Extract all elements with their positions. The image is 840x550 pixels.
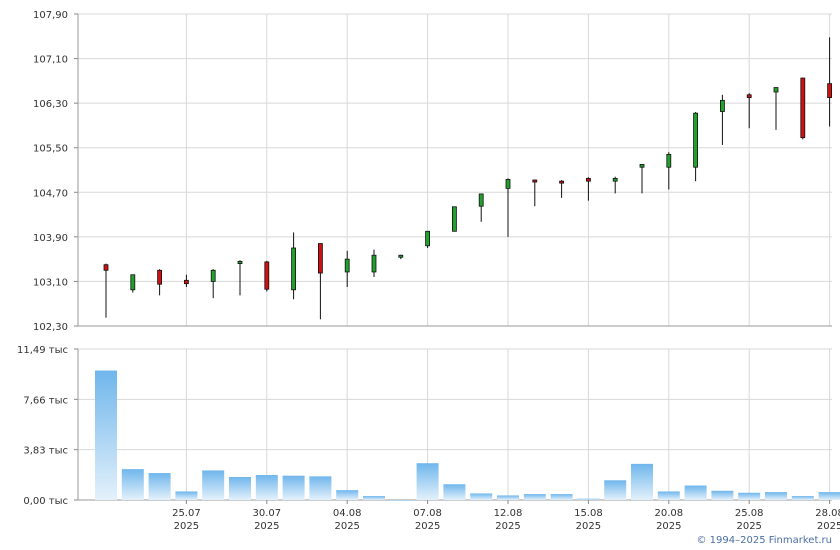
volume-bar [202,470,225,500]
x-tick-label: 20.08 [654,508,683,519]
x-axis: 25.07 2025 30.07 2025 04.08 2025 07.08 2025 12.0… [172,500,840,532]
x-tick-year: 2025 [254,521,279,532]
x-tick-label: 28.08 [815,508,840,519]
candle-body-up [291,247,297,291]
candle-body-up [425,230,431,247]
volume-bar [416,463,439,500]
volume-tick-label: 11,49 тыс [17,345,68,356]
x-tick-year: 2025 [656,521,681,532]
price-tick-label: 105,50 [33,144,68,155]
volume-bar [818,492,840,500]
volume-bar [791,496,814,500]
price-tick-label: 107,90 [33,10,68,21]
x-tick-year: 2025 [576,521,601,532]
volume-bar [631,463,653,500]
x-tick-year: 2025 [817,521,840,532]
x-tick-year: 2025 [174,521,199,532]
volume-panel: 11,49 тыс 7,66 тыс 3,83 тыс 0,00 тыс [17,345,840,507]
candle-body-up [451,206,457,232]
volume-bar [684,485,707,500]
candle-body-up [130,274,136,291]
candle-body-down [183,279,189,285]
volume-bar [175,491,198,500]
volume-tick-label: 7,66 тыс [23,395,68,406]
candle-body-up [666,153,672,168]
candle-body-up [639,164,645,168]
volume-bar [550,494,573,500]
copyright-text: © 1994–2025 Finmarket.ru [696,535,832,546]
candle-body-up [344,258,350,273]
candle-body-down [103,264,109,271]
candle-body-up [371,254,377,273]
volume-bar [255,475,278,500]
volume-bar [148,473,171,500]
volume-bar [229,477,251,500]
x-tick-label: 15.08 [574,508,603,519]
volume-bar [309,476,332,500]
candle-body-down [532,179,538,183]
candle-body-up [773,87,779,93]
volume-bar [604,480,627,500]
candle-body-up [398,254,404,258]
candle-body-up [210,269,216,282]
x-tick-label: 30.07 [252,508,281,519]
x-tick-year: 2025 [415,521,440,532]
volume-bar [363,496,385,500]
volume-bar [121,469,144,500]
volume-bar [282,475,305,500]
candle-body-up [237,260,243,265]
x-tick-label: 07.08 [413,508,442,519]
x-tick-label: 25.07 [172,508,201,519]
volume-tick-label: 3,83 тыс [23,446,68,457]
volume-bar [523,494,546,500]
candle-body-down [746,94,752,98]
candle-body-down [827,83,832,98]
price-tick-label: 106,30 [33,99,68,110]
candle-body-down [157,269,163,285]
price-tick-label: 102,30 [33,322,68,333]
volume-bar [95,370,117,500]
price-panel: 107,90 107,10 106,30 105,50 104,70 103,90 103,… [33,10,832,333]
volume-bar [443,484,466,500]
x-tick-label: 25.08 [735,508,764,519]
volume-bar [470,493,493,500]
candle-body-up [693,112,698,168]
candle-body-down [800,77,806,139]
price-tick-label: 103,90 [33,233,68,244]
volume-bar [389,500,412,501]
price-tick-label: 107,10 [33,55,68,66]
price-tick-label: 104,70 [33,188,68,199]
candle-body-down [317,243,323,274]
volume-bar [765,492,787,500]
candle-body-up [720,99,725,112]
price-tick-label: 103,10 [33,277,68,288]
x-tick-year: 2025 [495,521,520,532]
candle-body-down [559,180,564,184]
volume-bar [336,490,359,500]
volume-tick-label: 0,00 тыс [23,496,68,507]
x-tick-year: 2025 [334,521,359,532]
candle-body-up [478,193,484,207]
candle-body-up [505,179,511,189]
candle-body-down [586,177,591,182]
volume-bar [738,492,761,500]
volume-bar [497,495,519,500]
volume-bar [711,490,734,500]
candle-body-down [264,261,270,290]
candle-body-up [612,177,618,182]
x-tick-label: 12.08 [494,508,523,519]
volume-bar [577,498,600,500]
x-tick-year: 2025 [736,521,761,532]
volume-bar [657,491,680,500]
x-tick-label: 04.08 [333,508,362,519]
